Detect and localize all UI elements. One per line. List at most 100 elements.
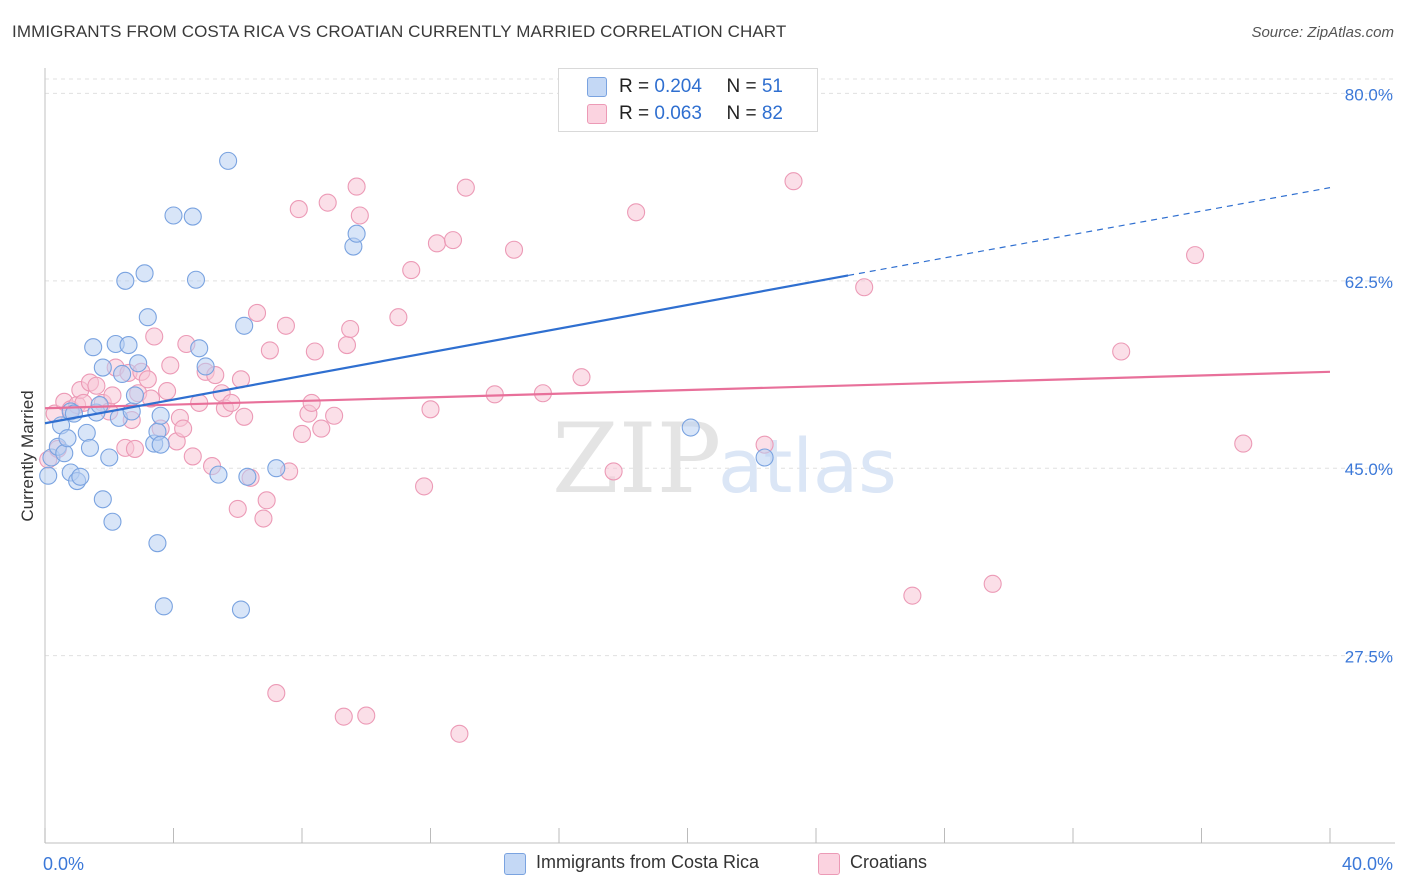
y-tick-label: 45.0%	[1345, 460, 1393, 479]
costa-rica-point	[125, 386, 144, 405]
croatians-point	[604, 462, 623, 481]
croatians-point	[312, 419, 331, 438]
croatians-point	[389, 308, 408, 327]
croatians-points	[39, 172, 1253, 743]
costa-rica-point	[681, 418, 700, 437]
croatians-point	[254, 509, 273, 528]
croatians-point	[305, 342, 324, 361]
croatians-point	[289, 200, 308, 219]
croatians-point	[325, 406, 344, 425]
croatians-point	[357, 706, 376, 725]
croatians-trend-line	[44, 370, 1331, 410]
costa-rica-point	[58, 429, 77, 448]
costa-rica-point	[93, 490, 112, 509]
costa-rica-point	[151, 435, 170, 454]
croatians-point	[402, 261, 421, 280]
croatians-point	[421, 400, 440, 419]
costa-rica-point	[135, 264, 154, 283]
watermark: ZIP atlas	[552, 403, 897, 515]
legend-label: Croatians	[850, 852, 928, 872]
croatians-point	[260, 341, 279, 360]
costa-rica-point	[113, 364, 132, 384]
costa-rica-point	[231, 600, 251, 619]
croatians-point	[1186, 246, 1205, 265]
grid-lines	[45, 78, 1395, 657]
croatians-point	[145, 327, 164, 346]
n-label: N =	[726, 103, 762, 124]
croatians-point	[257, 491, 276, 510]
costa-rica-point	[183, 207, 202, 226]
croatians-point	[415, 477, 434, 496]
croatians-point	[158, 382, 177, 401]
croatians-point	[247, 303, 267, 322]
croatians-point	[183, 447, 202, 466]
croatians-point	[983, 574, 1002, 593]
x-tick-label: 0.0%	[43, 854, 84, 874]
croatians-point	[174, 419, 193, 438]
costa-rica-point	[186, 270, 206, 289]
croatians-point	[427, 234, 446, 253]
costa-rica-point	[39, 466, 58, 485]
costa-rica-point	[129, 354, 148, 373]
croatians-point	[350, 206, 369, 225]
r-label: R =	[619, 103, 655, 124]
legend-swatch-blue	[587, 77, 607, 97]
croatians-point	[87, 376, 106, 395]
n-value: 82	[761, 103, 783, 124]
costa-rica-point	[55, 444, 74, 463]
y-tick-label: 80.0%	[1345, 85, 1393, 104]
croatians-point	[1234, 434, 1253, 453]
croatians-point	[235, 407, 254, 426]
croatians-point	[456, 178, 475, 197]
croatians-point	[334, 707, 353, 726]
x-tick-label: 40.0%	[1342, 854, 1393, 874]
costa-rica-point	[138, 308, 157, 327]
legend-swatch-pink	[587, 104, 607, 124]
r-value: 0.063	[654, 103, 702, 124]
croatians-point	[138, 370, 157, 389]
croatians-point	[161, 356, 180, 375]
croatians-point	[337, 336, 357, 355]
croatians-point	[228, 499, 247, 518]
legend-swatch-pink	[818, 853, 840, 875]
costa-rica-point	[77, 423, 96, 442]
croatians-point	[572, 368, 591, 387]
n-label: N =	[726, 76, 762, 97]
costa-rica-point	[119, 336, 138, 355]
croatians-point	[855, 278, 874, 297]
legend-label: Immigrants from Costa Rica	[536, 852, 760, 872]
costa-rica-point	[84, 338, 103, 357]
croatians-point	[443, 231, 463, 250]
croatians-point	[103, 386, 122, 405]
source-label: Source: ZipAtlas.com	[1251, 24, 1394, 41]
croatians-point	[318, 193, 337, 212]
croatians-point	[341, 319, 360, 339]
n-value: 51	[761, 76, 783, 97]
costa-rica-point	[154, 597, 173, 616]
costa-rica-point	[235, 316, 254, 335]
legend-swatch-blue	[504, 853, 526, 875]
costa-rica-trend-line	[44, 274, 849, 425]
tick-labels: 80.0% 62.5% 45.0% 27.5% 0.0% 40.0%	[43, 85, 1393, 874]
costa-rica-point	[755, 448, 774, 467]
watermark-zip: ZIP	[552, 403, 721, 515]
costa-rica-point	[190, 339, 209, 358]
correlation-legend: R = 0.204 N = 51 R = 0.063 N = 82	[558, 68, 818, 132]
costa-rica-point	[267, 459, 286, 478]
croatians-point	[1112, 342, 1131, 361]
y-tick-label: 62.5%	[1345, 273, 1393, 292]
chart-title: IMMIGRANTS FROM COSTA RICA VS CROATIAN C…	[12, 22, 787, 41]
costa-rica-trend-extension	[848, 187, 1331, 277]
costa-rica-point	[219, 151, 238, 170]
costa-rica-point	[164, 206, 183, 225]
croatians-point	[504, 240, 524, 259]
y-tick-label: 27.5%	[1345, 648, 1393, 667]
costa-rica-point	[80, 438, 100, 457]
croatians-point	[292, 424, 312, 443]
costa-rica-point	[209, 465, 228, 484]
costa-rica-point	[71, 467, 90, 486]
croatians-point	[125, 439, 144, 458]
croatians-point	[347, 177, 366, 196]
costa-rica-point	[347, 224, 366, 243]
